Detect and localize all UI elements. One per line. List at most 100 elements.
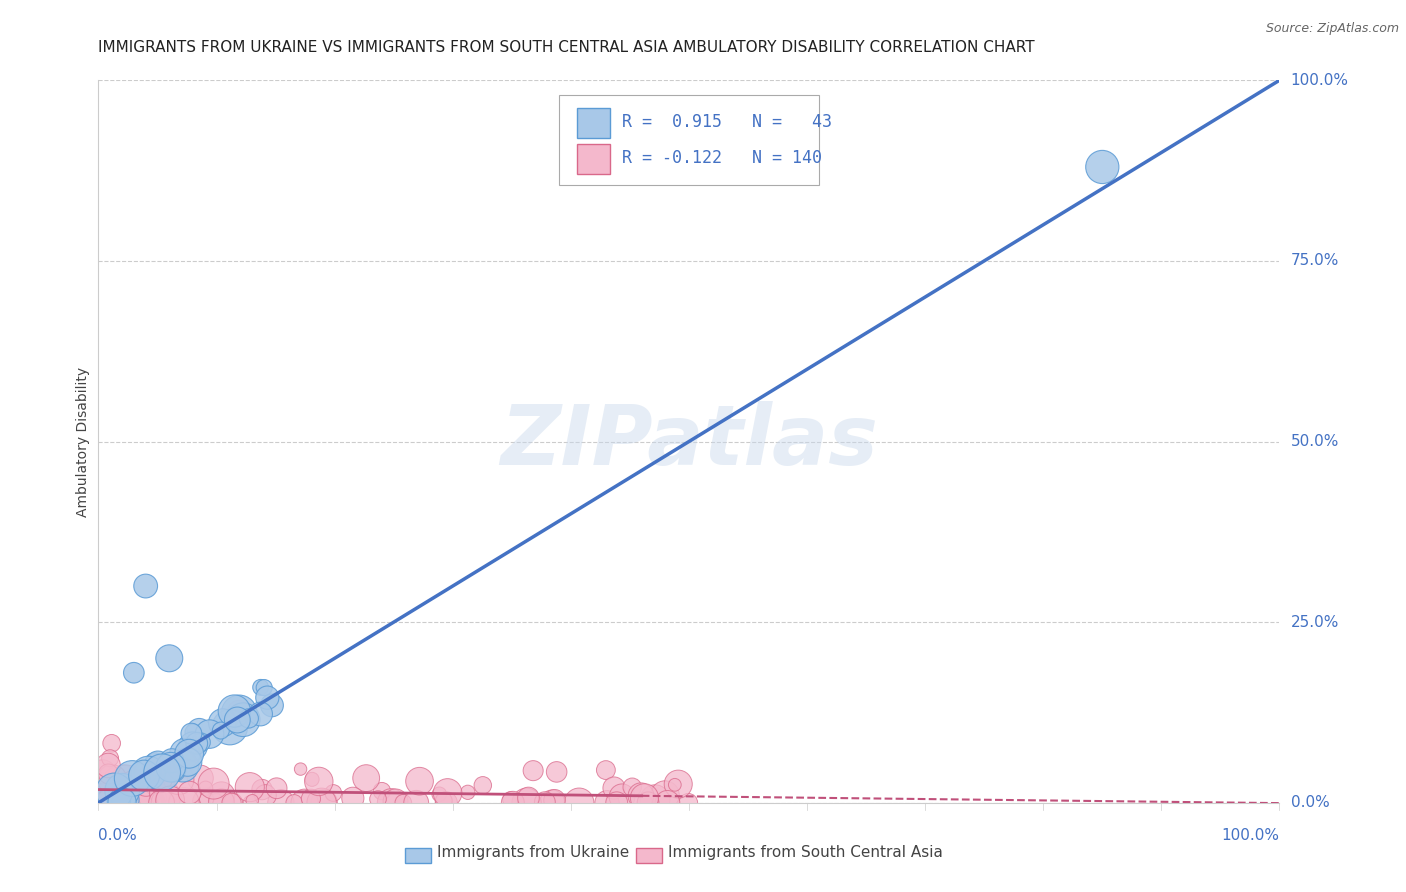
Point [135,789,157,804]
Point [209,795,232,809]
Point [299,791,322,805]
Point [152,772,174,787]
Point [122,789,145,803]
Point [188,771,211,785]
Text: Immigrants from Ukraine: Immigrants from Ukraine [437,845,630,860]
Point [301,772,323,787]
Point [522,764,544,778]
Point [541,795,564,809]
Point [112,789,135,803]
Point [568,796,591,810]
Point [162,763,184,777]
Point [159,760,181,774]
Point [427,787,450,801]
Point [266,781,288,796]
Point [157,789,180,803]
Point [110,795,132,809]
Point [127,787,149,801]
Point [249,681,271,695]
Point [167,772,190,787]
Point [654,788,676,802]
Point [392,796,415,810]
Point [457,785,479,799]
Point [173,796,195,810]
Point [127,792,149,806]
Point [103,784,125,798]
Point [120,796,142,810]
Point [174,747,197,761]
Point [112,769,135,783]
Point [657,796,679,810]
Point [135,769,157,783]
Bar [576,144,610,174]
Point [114,782,136,797]
Point [132,780,155,795]
Point [380,796,402,810]
Point [139,783,162,797]
Point [630,789,652,803]
Point [124,791,146,805]
Point [239,796,262,810]
Point [155,796,177,810]
Point [188,723,211,738]
Point [232,713,254,727]
Point [1091,160,1114,174]
Point [152,786,174,800]
Point [141,790,163,805]
Point [179,786,201,800]
Point [97,758,120,772]
Point [517,791,540,805]
Point [195,796,218,810]
Point [98,751,121,765]
Point [146,756,169,771]
Point [290,762,312,776]
Point [678,796,700,810]
Text: 0.0%: 0.0% [98,828,138,843]
Point [371,784,394,798]
Point [122,665,145,680]
Point [222,796,245,810]
Point [115,789,138,803]
Point [94,789,117,804]
Point [143,756,166,770]
Point [190,735,212,749]
Point [91,767,114,781]
Point [433,794,456,808]
Text: Source: ZipAtlas.com: Source: ZipAtlas.com [1265,22,1399,36]
Point [96,781,118,796]
Y-axis label: Ambulatory Disability: Ambulatory Disability [76,367,90,516]
Point [129,789,152,804]
Point [546,764,568,779]
FancyBboxPatch shape [560,95,818,185]
Point [194,781,217,796]
Point [87,784,110,798]
Point [143,773,166,788]
Point [134,765,156,780]
Point [176,755,198,769]
Point [138,789,160,803]
Point [179,747,201,761]
Point [129,783,152,797]
Point [97,796,120,810]
Point [254,789,277,803]
Point [104,781,127,796]
Point [499,792,522,806]
Point [136,796,159,810]
Point [228,705,250,719]
Point [135,785,157,799]
Point [516,796,538,810]
Point [114,772,136,787]
Point [150,765,173,780]
Point [96,795,118,809]
Point [132,768,155,782]
Point [100,736,122,750]
Point [294,796,316,810]
Point [120,782,142,797]
Point [534,795,557,809]
Point [121,772,143,786]
Point [502,796,524,810]
Point [342,791,364,805]
Point [181,725,204,739]
Text: R = -0.122   N = 140: R = -0.122 N = 140 [621,149,821,167]
Point [211,788,233,802]
